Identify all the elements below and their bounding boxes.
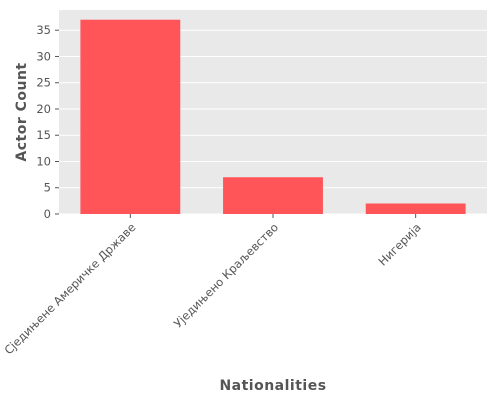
- y-tick-label: 20: [36, 102, 51, 116]
- y-tick-label: 15: [36, 128, 51, 142]
- y-axis-ticks: 0 5 10 15 20 25 30 35: [36, 23, 59, 221]
- x-axis-title: Nationalities: [219, 378, 326, 394]
- bar: [223, 177, 323, 214]
- x-tick-label: Уједињено Краљевство: [171, 220, 281, 330]
- y-tick-label: 35: [36, 23, 51, 37]
- y-tick-label: 10: [36, 154, 51, 168]
- bar: [80, 19, 181, 215]
- x-axis-ticks: Сједињене Америчке Државе Уједињено Краље…: [1, 214, 424, 357]
- bar: [365, 203, 466, 214]
- x-tick-label: Сједињене Америчке Државе: [1, 220, 138, 357]
- y-tick-label: 25: [36, 76, 51, 90]
- y-tick-label: 0: [44, 207, 51, 221]
- bars: [80, 19, 466, 215]
- y-tick-label: 30: [36, 49, 51, 63]
- y-tick-label: 5: [44, 181, 51, 195]
- x-tick-label: Нигерија: [376, 220, 424, 268]
- y-axis-title: Actor Count: [14, 62, 30, 161]
